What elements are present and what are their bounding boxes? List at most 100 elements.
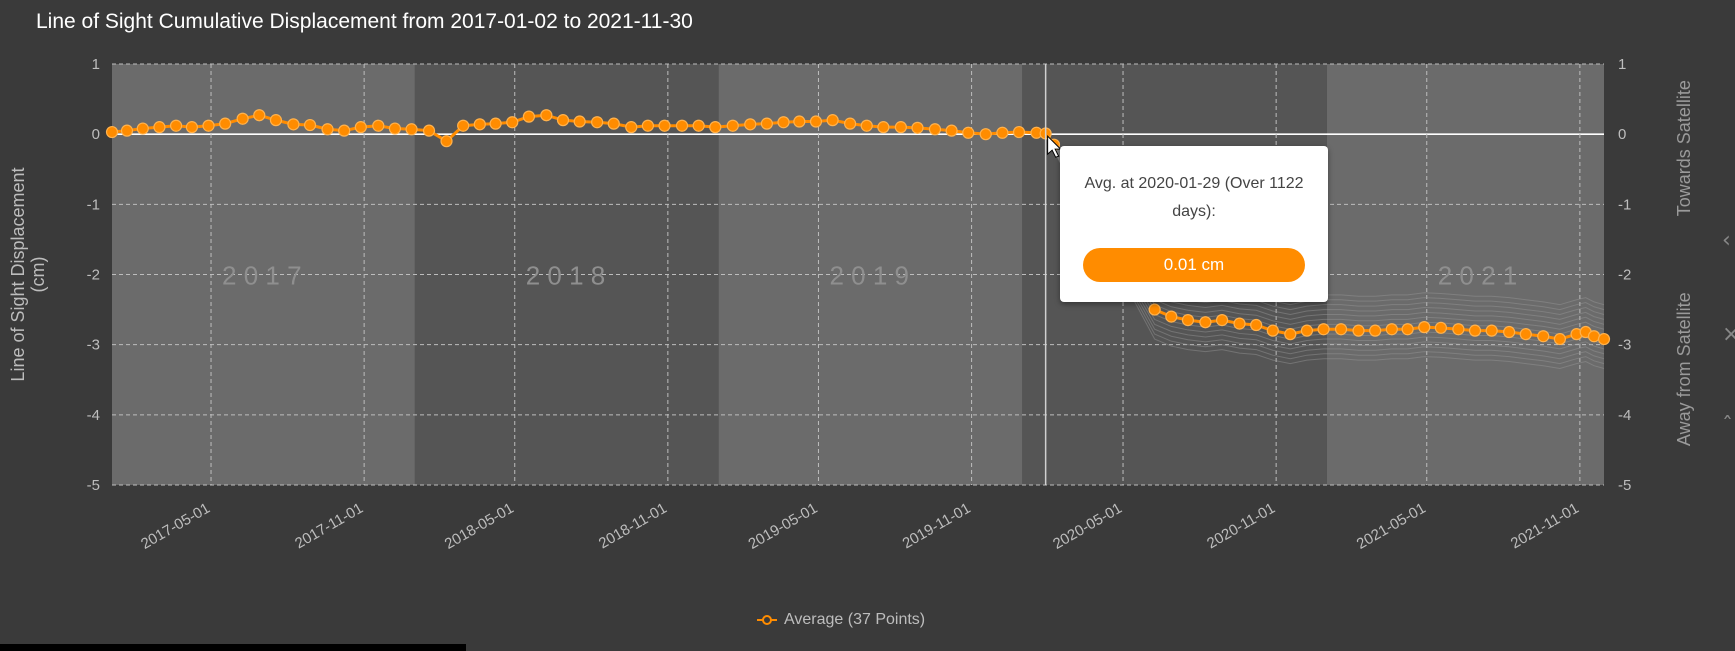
data-point — [1468, 324, 1482, 337]
data-point — [169, 119, 183, 132]
data-point — [1385, 323, 1398, 336]
bottom-bar — [0, 644, 466, 651]
data-point — [607, 117, 620, 130]
data-point — [489, 117, 502, 130]
data-point — [287, 118, 300, 131]
data-point — [675, 119, 689, 132]
series-line — [111, 113, 1056, 146]
y-tick-label-right: -5 — [1618, 477, 1631, 494]
data-point — [457, 119, 470, 132]
y-tick-label-right: 0 — [1618, 126, 1626, 143]
data-point — [709, 121, 722, 134]
x-tick-label: 2019-11-01 — [900, 500, 974, 553]
x-tick-label: 2018-11-01 — [596, 500, 670, 553]
data-point — [556, 114, 570, 127]
data-point — [894, 121, 907, 134]
data-point — [1587, 330, 1601, 343]
data-point — [202, 119, 215, 132]
data-point — [1537, 330, 1550, 343]
data-point — [1266, 324, 1279, 337]
y-tick-label-right: -3 — [1618, 337, 1631, 354]
point-line — [1055, 149, 1605, 350]
data-point — [506, 116, 519, 129]
close-icon[interactable]: × — [1722, 322, 1735, 347]
year-labels: 2 0 1 7 2 0 1 8 2 0 1 9 2 0 2 1 — [222, 261, 1517, 291]
legend[interactable]: Average (37 Points) — [756, 610, 925, 630]
year-label: 2 0 1 7 — [222, 261, 302, 291]
data-point — [219, 117, 232, 130]
data-point — [321, 123, 334, 136]
y-axis-title: Line of Sight Displacement(cm) — [8, 167, 48, 381]
tooltip-value-pill: 0.01 cm — [1083, 248, 1305, 282]
data-point — [979, 128, 992, 141]
legend-label: Average (37 Points) — [784, 611, 926, 628]
data-point — [1369, 324, 1382, 337]
data-point — [253, 109, 266, 122]
mouse-pointer-icon — [1047, 134, 1062, 158]
data-point — [236, 112, 249, 125]
y-tick-label-right: 1 — [1618, 56, 1626, 73]
data-point — [573, 115, 586, 128]
data-point — [338, 124, 351, 137]
data-point — [354, 121, 367, 134]
data-point — [1519, 328, 1532, 341]
data-point — [1503, 325, 1516, 339]
data-point — [440, 135, 453, 148]
data-point — [1250, 318, 1263, 332]
data-point — [105, 125, 119, 139]
data-point — [1199, 316, 1212, 329]
data-point — [860, 119, 873, 132]
tooltip-text: Avg. at 2020-01-29 (Over 1122 days): — [1084, 175, 1304, 220]
data-point — [1284, 328, 1297, 341]
year-label: 2 0 1 9 — [829, 261, 909, 291]
chevron-left-icon[interactable]: ‹ — [1722, 228, 1731, 253]
y-tick-label-right: -2 — [1618, 267, 1631, 284]
point-line — [1055, 153, 1605, 370]
y-tick-label-left: 0 — [92, 126, 100, 143]
y-tick-label-left: -1 — [87, 196, 100, 213]
x-tick-label: 2020-11-01 — [1204, 500, 1278, 553]
data-point — [540, 109, 553, 122]
series-average — [105, 109, 1611, 346]
data-point — [372, 119, 385, 132]
y-tick-label-left: -3 — [87, 337, 100, 354]
data-point — [625, 121, 638, 134]
data-point — [777, 116, 790, 129]
data-point — [1485, 324, 1498, 337]
data-point — [726, 119, 739, 132]
y-tick-label-right: -1 — [1618, 196, 1631, 213]
data-point — [405, 123, 418, 136]
grid-lines — [112, 63, 1604, 486]
data-point — [1553, 332, 1566, 346]
x-tick-label: 2019-05-01 — [746, 500, 821, 553]
x-tick-label: 2017-05-01 — [138, 500, 213, 553]
point-line — [1055, 145, 1605, 330]
data-point — [388, 122, 402, 135]
data-point — [1233, 317, 1246, 330]
data-point — [473, 118, 486, 131]
data-point — [996, 126, 1009, 139]
chevron-up-icon[interactable]: ˆ — [1722, 414, 1733, 439]
data-point — [843, 117, 857, 130]
point-line — [1055, 152, 1605, 365]
data-point — [1334, 323, 1348, 336]
x-tick-label: 2020-05-01 — [1050, 500, 1125, 553]
line-circle-marker-icon — [757, 615, 777, 625]
data-point — [1352, 324, 1365, 337]
y-tick-label-right: -4 — [1618, 407, 1631, 424]
data-point — [1317, 323, 1330, 336]
data-point — [809, 115, 823, 128]
data-point — [1418, 321, 1431, 334]
year-label: 2 0 1 8 — [526, 261, 606, 291]
data-point — [269, 114, 283, 127]
data-point — [1434, 321, 1448, 334]
data-point — [1401, 323, 1414, 336]
data-point — [911, 121, 924, 134]
data-point — [1452, 323, 1465, 336]
hover-tooltip: Avg. at 2020-01-29 (Over 1122 days): 0.0… — [1060, 146, 1328, 302]
data-point — [1300, 324, 1314, 337]
year-label: 2 0 2 1 — [1438, 261, 1518, 291]
x-tick-label: 2018-05-01 — [442, 500, 517, 553]
y-tick-label-left: -5 — [87, 477, 100, 494]
